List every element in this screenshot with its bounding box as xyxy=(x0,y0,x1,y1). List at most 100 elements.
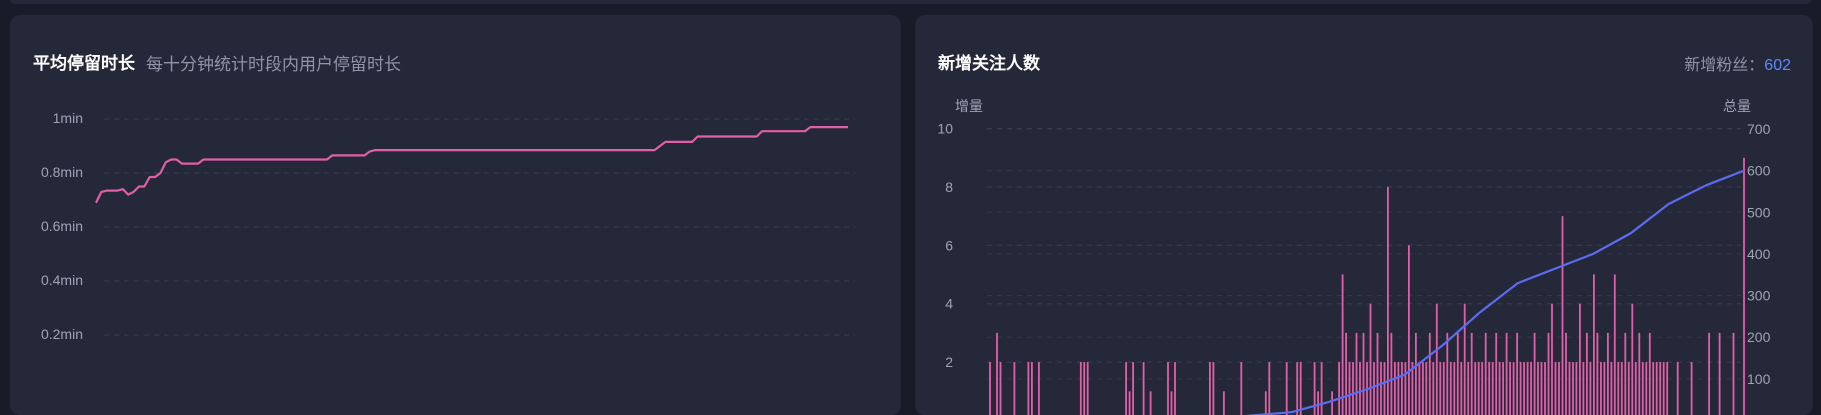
increment-bar xyxy=(1708,333,1710,415)
increment-bar xyxy=(1132,362,1134,415)
increment-bar xyxy=(1209,362,1211,415)
increment-bar xyxy=(1125,362,1127,415)
increment-bar xyxy=(1492,362,1494,415)
increment-bar xyxy=(1464,304,1466,415)
increment-bar xyxy=(1000,362,1002,415)
y-right-tick-label: 100 xyxy=(1747,371,1771,387)
increment-bar xyxy=(1502,362,1504,415)
increment-bar xyxy=(1558,362,1560,415)
increment-bar xyxy=(1565,333,1567,415)
increment-bar xyxy=(1083,362,1085,415)
increment-bar xyxy=(1356,333,1358,415)
increment-bar xyxy=(1394,362,1396,415)
increment-bar xyxy=(1555,362,1557,415)
increment-bar xyxy=(1014,362,1016,415)
y-right-tick-label: 300 xyxy=(1747,288,1771,304)
increment-bar xyxy=(1352,362,1354,415)
y-tick-label: 0.8min xyxy=(41,164,83,180)
avg-stay-line xyxy=(96,127,848,203)
y-left-tick-label: 6 xyxy=(945,237,953,253)
increment-bar xyxy=(1296,362,1298,415)
increment-bar xyxy=(1331,391,1333,415)
y-right-tick-label: 700 xyxy=(1747,121,1771,137)
increment-bar xyxy=(989,362,991,415)
increment-bar xyxy=(1474,362,1476,415)
y-right-axis-label: 总量 xyxy=(1723,98,1751,114)
increment-bar xyxy=(1467,362,1469,415)
increment-bar xyxy=(1541,362,1543,415)
increment-bar xyxy=(1481,362,1483,415)
increment-bar xyxy=(1446,333,1448,415)
increment-bar xyxy=(1401,362,1403,415)
y-right-tick-label: 500 xyxy=(1747,204,1771,220)
increment-bar xyxy=(1576,362,1578,415)
increment-bar xyxy=(1384,362,1386,415)
increment-bar xyxy=(1663,362,1665,415)
y-tick-label: 0.6min xyxy=(41,218,83,234)
increment-bar xyxy=(1666,362,1668,415)
increment-bar xyxy=(1579,304,1581,415)
increment-bar xyxy=(1488,362,1490,415)
increment-bar xyxy=(1551,304,1553,415)
increment-bar xyxy=(1659,362,1661,415)
increment-bar xyxy=(1586,333,1588,415)
increment-bar xyxy=(1530,362,1532,415)
increment-bar xyxy=(1631,304,1633,415)
increment-bar xyxy=(1450,362,1452,415)
increment-bar xyxy=(1425,362,1427,415)
increment-bar xyxy=(1240,362,1242,415)
increment-bar xyxy=(1569,362,1571,415)
increment-bar xyxy=(1167,362,1169,415)
increment-bar xyxy=(1429,333,1431,415)
y-left-axis-label: 增量 xyxy=(955,98,983,114)
increment-bar xyxy=(1719,333,1721,415)
increment-bar xyxy=(1537,362,1539,415)
increment-bar xyxy=(1338,362,1340,415)
increment-bar xyxy=(1562,216,1564,415)
increment-bar xyxy=(1398,362,1400,415)
increment-bar xyxy=(1485,333,1487,415)
y-left-tick-label: 8 xyxy=(945,179,953,195)
increment-bar xyxy=(1432,362,1434,415)
increment-bar xyxy=(1300,362,1302,415)
increment-bar xyxy=(1453,362,1455,415)
increment-bar xyxy=(1286,362,1288,415)
increment-bar xyxy=(1345,333,1347,415)
y-tick-label: 0.2min xyxy=(41,326,83,342)
increment-bar xyxy=(1415,333,1417,415)
increment-bar xyxy=(1677,362,1679,415)
y-left-tick-label: 4 xyxy=(945,296,953,312)
increment-bar xyxy=(1617,362,1619,415)
increment-bar xyxy=(1391,333,1393,415)
increment-bar xyxy=(1513,362,1515,415)
increment-bar xyxy=(1129,391,1131,415)
increment-bar xyxy=(1171,391,1173,415)
increment-bar xyxy=(1342,275,1344,415)
increment-bar xyxy=(1572,362,1574,415)
increment-bar xyxy=(1087,362,1089,415)
increment-bar xyxy=(1460,362,1462,415)
increment-bar xyxy=(1652,362,1654,415)
increment-bar xyxy=(1321,362,1323,415)
increment-bar xyxy=(1443,362,1445,415)
increment-bar xyxy=(1527,362,1529,415)
increment-bar xyxy=(1628,362,1630,415)
increment-bar xyxy=(1638,333,1640,415)
increment-bar xyxy=(1635,362,1637,415)
increment-bar xyxy=(1373,362,1375,415)
y-left-tick-label: 2 xyxy=(945,354,953,370)
increment-bar xyxy=(1506,333,1508,415)
increment-bar xyxy=(1600,362,1602,415)
increment-bar xyxy=(1495,333,1497,415)
increment-bar xyxy=(1471,333,1473,415)
increment-bar xyxy=(1268,362,1270,415)
increment-bar xyxy=(1213,362,1215,415)
increment-bar xyxy=(1439,362,1441,415)
y-right-tick-label: 600 xyxy=(1747,163,1771,179)
increment-bar xyxy=(1548,333,1550,415)
increment-bar xyxy=(1614,275,1616,415)
increment-bar xyxy=(1143,362,1145,415)
increment-bar xyxy=(1038,362,1040,415)
increment-bar xyxy=(1370,304,1372,415)
